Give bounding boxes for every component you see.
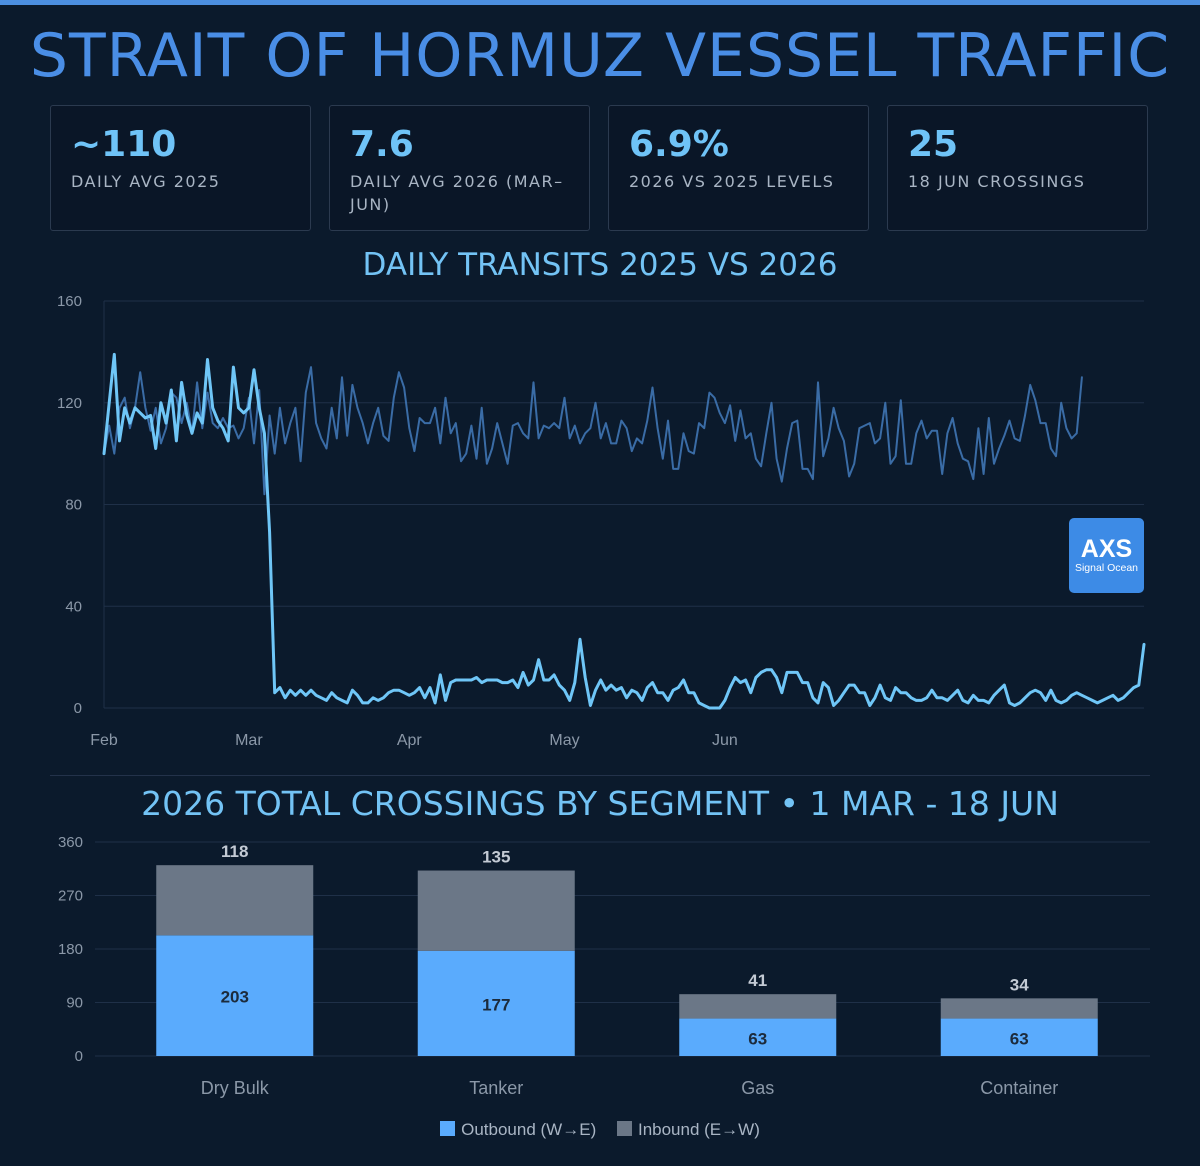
section-divider — [50, 775, 1150, 776]
stat-label: DAILY AVG 2025 — [71, 172, 221, 191]
y-tick-label: 80 — [65, 497, 82, 514]
y-tick-label: 360 — [58, 834, 83, 851]
line-chart-title: DAILY TRANSITS 2025 VS 2026 — [362, 247, 838, 283]
x-category-label: Tanker — [469, 1078, 523, 1098]
bar-outbound — [417, 950, 575, 1056]
y-tick-label: 120 — [57, 395, 82, 412]
x-category-label: Dry Bulk — [201, 1078, 270, 1098]
y-tick-label: 160 — [57, 293, 82, 310]
bar-inbound — [156, 865, 314, 936]
stat-value: 25 — [908, 124, 959, 165]
data-label-outbound: 63 — [1010, 1029, 1029, 1048]
logo-mark: AXS — [1080, 535, 1133, 563]
bar-inbound — [679, 994, 837, 1019]
stat-card-daily-avg-2026: 7.6 DAILY AVG 2026 (MAR–JUN) — [329, 105, 590, 231]
logo-subtitle: Signal Ocean — [1074, 562, 1139, 574]
data-label-outbound: 63 — [748, 1029, 767, 1048]
axs-signal-ocean-logo: AXS Signal Ocean — [1069, 518, 1144, 593]
bar-chart-title: 2026 TOTAL CROSSINGS BY SEGMENT • 1 MAR … — [141, 784, 1059, 823]
x-tick-label: Apr — [397, 732, 423, 749]
legend-item-outbound[interactable]: Outbound (W→E) — [440, 1120, 596, 1140]
x-tick-label: Jun — [712, 732, 738, 749]
top-accent-bar — [0, 0, 1200, 5]
data-label-inbound: 41 — [748, 971, 767, 990]
bar-inbound — [940, 998, 1098, 1019]
x-tick-label: Feb — [90, 732, 118, 749]
data-label-outbound: 177 — [482, 995, 510, 1014]
data-label-inbound: 34 — [1010, 975, 1029, 994]
bar-outbound — [156, 935, 314, 1056]
x-tick-label: May — [549, 732, 579, 749]
legend-swatch-outbound — [440, 1121, 456, 1136]
y-tick-label: 0 — [74, 700, 82, 717]
x-category-label: Gas — [741, 1078, 774, 1098]
stat-label: 2026 VS 2025 LEVELS — [629, 172, 835, 191]
stat-label: DAILY AVG 2026 (MAR–JUN) — [350, 172, 564, 214]
page-title: STRAIT OF HORMUZ VESSEL TRAFFIC — [29, 21, 1171, 91]
y-tick-label: 270 — [58, 888, 83, 905]
data-label-inbound: 118 — [221, 842, 248, 861]
y-tick-label: 40 — [65, 598, 82, 615]
daily-transits-line-chart: 0 40 80 120 160 Feb Mar Apr May Jun — [57, 293, 1146, 749]
data-label-outbound: 203 — [221, 988, 249, 1007]
bar-outbound — [679, 1018, 837, 1056]
legend-label-inbound: Inbound (E→W) — [637, 1120, 760, 1139]
bar-chart-legend: Outbound (W→E) Inbound (E→W) — [0, 1120, 1200, 1140]
x-tick-label: Mar — [235, 732, 263, 749]
legend-swatch-inbound — [616, 1121, 632, 1136]
stat-value: 7.6 — [350, 124, 414, 165]
stat-card-jun18-crossings: 25 18 JUN CROSSINGS — [887, 105, 1148, 231]
bar-inbound — [417, 870, 575, 951]
stat-label: 18 JUN CROSSINGS — [908, 172, 1086, 191]
y-tick-label: 90 — [66, 995, 83, 1012]
stat-card-vs-2025: 6.9% 2026 VS 2025 LEVELS — [608, 105, 869, 231]
y-tick-label: 180 — [58, 941, 83, 958]
stat-value: 6.9% — [629, 124, 729, 165]
legend-item-inbound[interactable]: Inbound (E→W) — [616, 1120, 760, 1140]
stat-card-daily-avg-2025: ~110 DAILY AVG 2025 — [50, 105, 311, 231]
data-label-inbound: 135 — [482, 848, 510, 867]
bar-outbound — [940, 1018, 1098, 1056]
series-2026-line — [102, 352, 1146, 710]
legend-label-outbound: Outbound (W→E) — [461, 1120, 597, 1139]
y-tick-label: 0 — [75, 1048, 83, 1065]
stat-value: ~110 — [71, 124, 177, 165]
x-category-label: Container — [980, 1078, 1058, 1098]
